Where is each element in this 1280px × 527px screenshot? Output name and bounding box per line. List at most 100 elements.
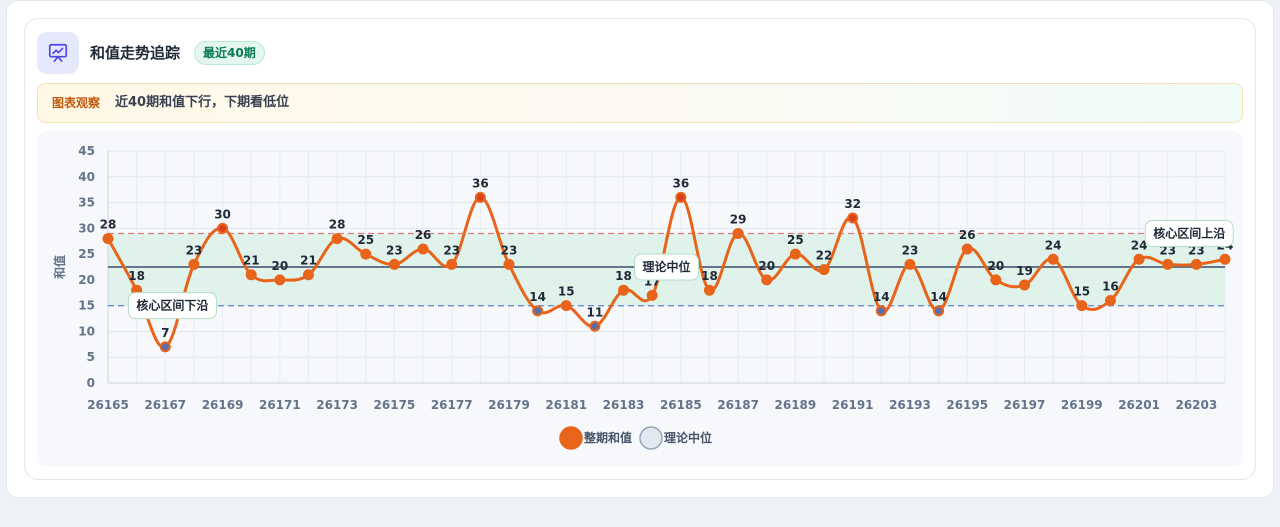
data-point — [474, 191, 486, 203]
data-point — [732, 227, 744, 239]
data-label: 25 — [357, 233, 374, 247]
data-label: 29 — [730, 212, 747, 226]
data-point — [789, 248, 801, 260]
data-point — [532, 305, 544, 317]
annotation-callout: 理论中位 — [634, 253, 699, 281]
data-label: 26 — [415, 228, 432, 242]
data-label: 20 — [271, 259, 288, 273]
observation-text: 近40期和值下行，下期看低位 — [115, 95, 290, 110]
data-point — [675, 191, 687, 203]
data-label: 23 — [902, 243, 919, 257]
legend-label: 整期和值 — [583, 430, 632, 445]
data-point — [102, 233, 114, 245]
x-tick-label: 26181 — [545, 398, 587, 412]
y-tick-label: 10 — [78, 324, 95, 338]
annotation-box — [127, 292, 217, 320]
data-label: 14 — [873, 290, 890, 304]
data-point — [1047, 253, 1059, 265]
data-label: 18 — [615, 269, 632, 283]
x-tick-label: 26199 — [1061, 398, 1103, 412]
x-tick-label: 26179 — [488, 398, 530, 412]
y-tick-label: 0 — [87, 376, 95, 390]
annotation-callout: 核心区间上沿 — [1144, 219, 1234, 247]
data-label: 30 — [214, 207, 231, 221]
data-point — [1162, 258, 1174, 270]
data-point — [1219, 253, 1231, 265]
x-tick-label: 26197 — [1004, 398, 1046, 412]
y-axis-label: 和值 — [52, 255, 67, 280]
data-point — [1076, 300, 1088, 312]
chart-presentation-icon — [37, 32, 79, 74]
annotation-callout: 核心区间下沿 — [127, 292, 217, 320]
data-point — [961, 243, 973, 255]
data-label: 16 — [1102, 280, 1119, 294]
y-tick-label: 40 — [78, 170, 95, 184]
data-point — [761, 274, 773, 286]
data-point — [388, 258, 400, 270]
data-label: 23 — [386, 243, 403, 257]
data-point — [159, 341, 171, 353]
data-label: 21 — [243, 254, 260, 268]
legend-label: 理论中位 — [664, 430, 712, 445]
x-tick-label: 26201 — [1118, 398, 1160, 412]
data-point — [560, 300, 572, 312]
data-label: 26 — [959, 228, 976, 242]
x-tick-label: 26203 — [1175, 398, 1217, 412]
data-point — [217, 222, 229, 234]
legend-item: 整期和值 — [559, 426, 632, 450]
data-point — [245, 269, 257, 281]
data-label: 14 — [930, 290, 947, 304]
period-badge: 最近40期 — [194, 41, 265, 65]
x-tick-label: 26177 — [431, 398, 473, 412]
annotation-label: 核心区间下沿 — [136, 298, 208, 313]
y-tick-label: 20 — [78, 273, 95, 287]
data-point — [446, 258, 458, 270]
data-point — [904, 258, 916, 270]
observation-banner: 图表观察 近40期和值下行，下期看低位 — [37, 83, 1243, 123]
data-label: 28 — [100, 218, 117, 232]
data-label: 21 — [300, 254, 317, 268]
data-point — [875, 305, 887, 317]
data-label: 15 — [558, 285, 575, 299]
data-point — [331, 233, 343, 245]
annotation-box — [634, 253, 699, 281]
data-label: 14 — [529, 290, 546, 304]
data-label: 11 — [587, 305, 604, 319]
data-label: 18 — [701, 269, 718, 283]
data-point — [618, 284, 630, 296]
data-label: 24 — [1131, 238, 1148, 252]
y-tick-label: 25 — [78, 247, 95, 261]
data-point — [302, 269, 314, 281]
annotation-box — [1144, 219, 1234, 247]
y-tick-label: 5 — [87, 350, 95, 364]
legend-item: 理论中位 — [639, 426, 712, 450]
data-label: 25 — [787, 233, 804, 247]
data-point — [274, 274, 286, 286]
data-label: 20 — [988, 259, 1005, 273]
y-tick-label: 15 — [78, 299, 95, 313]
x-tick-label: 26183 — [603, 398, 645, 412]
x-tick-label: 26175 — [374, 398, 416, 412]
data-label: 20 — [758, 259, 775, 273]
x-tick-label: 26191 — [832, 398, 874, 412]
data-point — [589, 320, 601, 332]
data-point — [1190, 258, 1202, 270]
legend-swatch — [639, 426, 663, 450]
y-tick-label: 35 — [78, 196, 95, 210]
data-label: 24 — [1045, 238, 1062, 252]
observation-tag: 图表观察 — [52, 96, 101, 110]
data-label: 36 — [472, 176, 489, 190]
data-label: 23 — [186, 243, 203, 257]
card-title: 和值走势追踪 — [90, 44, 181, 62]
x-tick-label: 26185 — [660, 398, 702, 412]
data-label: 23 — [501, 243, 518, 257]
annotation-label: 核心区间上沿 — [1153, 225, 1225, 240]
data-label: 18 — [128, 269, 145, 283]
x-tick-label: 26173 — [316, 398, 358, 412]
x-tick-label: 26193 — [889, 398, 931, 412]
data-label: 15 — [1073, 285, 1090, 299]
data-label: 19 — [1016, 264, 1033, 278]
data-label: 7 — [161, 326, 169, 340]
data-point — [703, 284, 715, 296]
